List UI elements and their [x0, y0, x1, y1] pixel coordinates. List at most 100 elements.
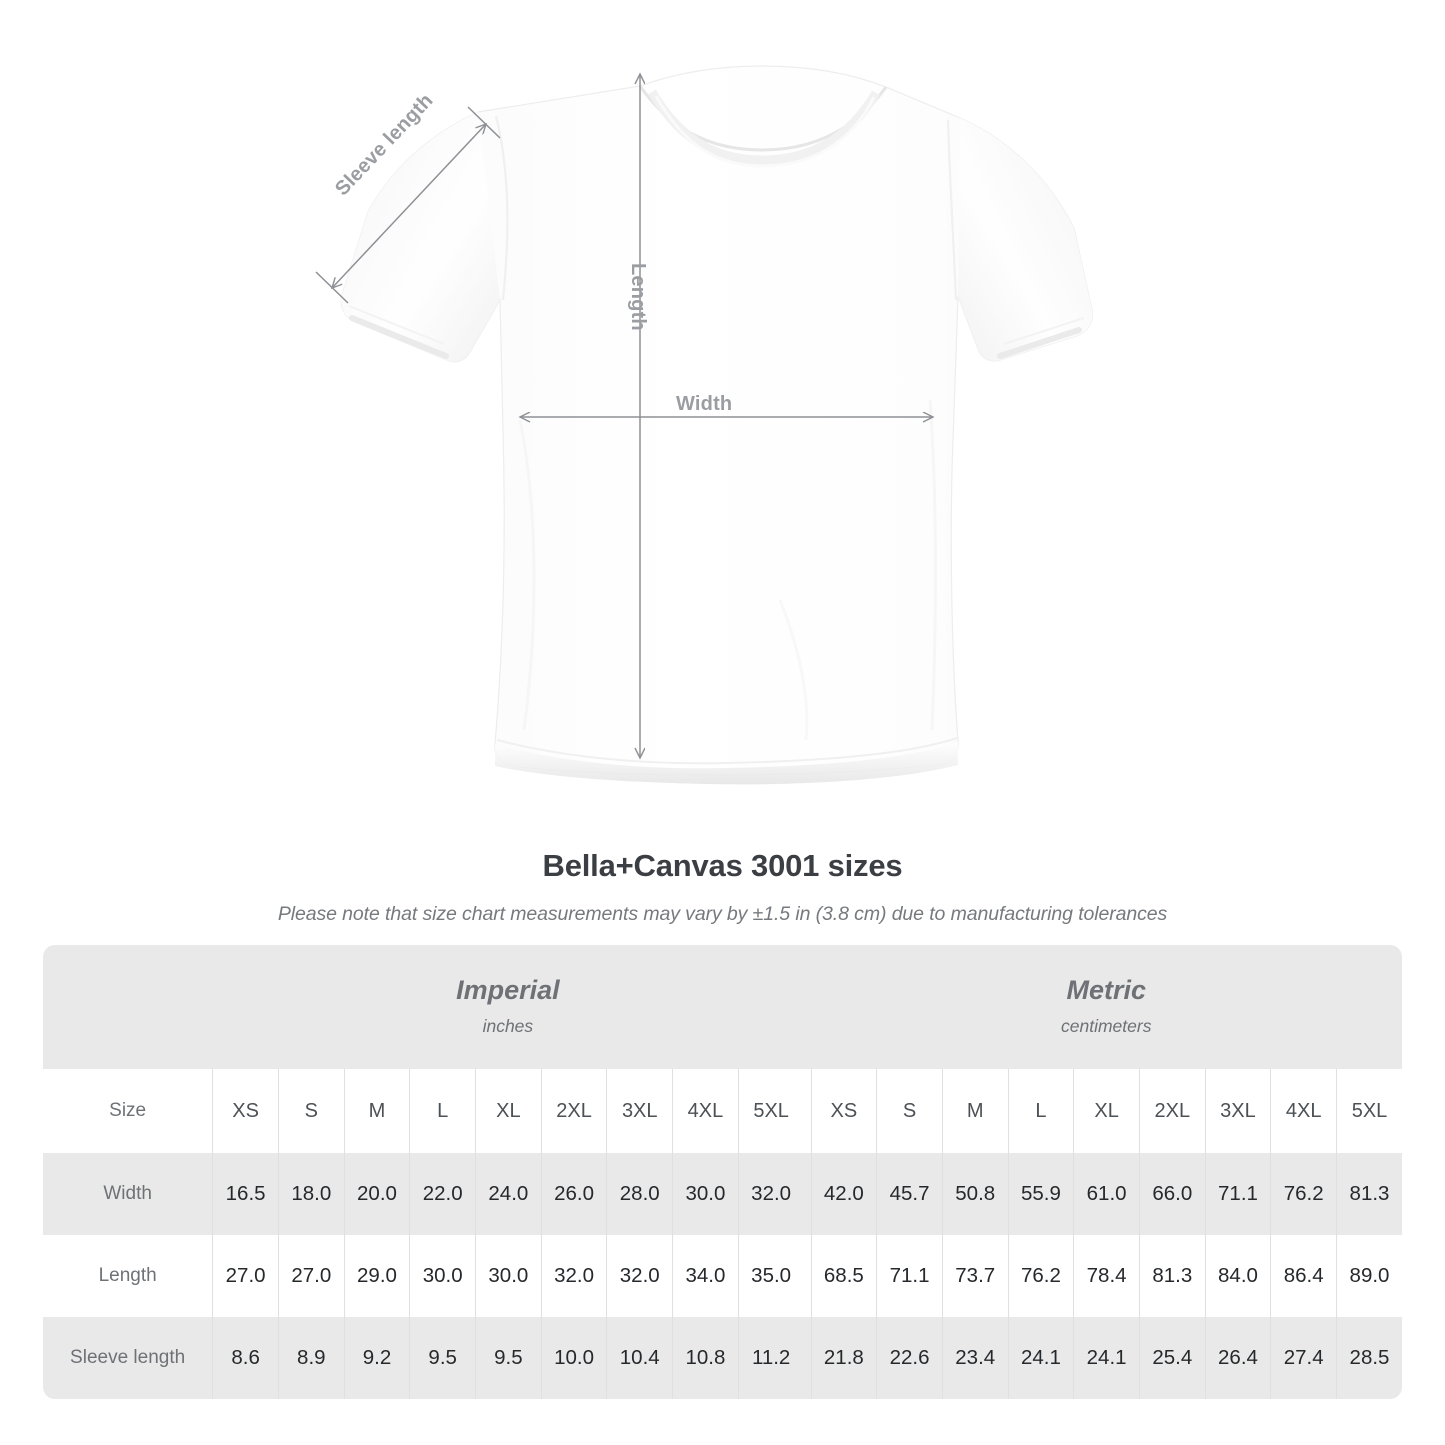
- cell-width-imperial-xs: 16.5: [212, 1153, 278, 1235]
- cell-sleeve-imperial-xl: 9.5: [475, 1317, 541, 1399]
- cell-width-imperial-s: 18.0: [277, 1153, 344, 1235]
- unit-group-metric: Metric centimeters: [810, 945, 1402, 1069]
- cell-sleeve-imperial-4xl: 10.8: [672, 1317, 738, 1399]
- cell-sleeve-metric-s: 22.6: [876, 1317, 942, 1399]
- cell-width-metric-3xl: 71.1: [1204, 1153, 1271, 1235]
- section-gap: [803, 1235, 811, 1317]
- cell-length-metric-xl: 78.4: [1073, 1235, 1139, 1317]
- row-header-size: Size: [43, 1069, 213, 1153]
- col-header-metric-s: S: [876, 1069, 942, 1153]
- cell-length-imperial-s: 27.0: [277, 1235, 344, 1317]
- page-title: Bella+Canvas 3001 sizes: [542, 848, 903, 883]
- cell-length-imperial-5xl: 35.0: [737, 1235, 804, 1317]
- cell-sleeve-imperial-s: 8.9: [277, 1317, 344, 1399]
- cell-sleeve-imperial-3xl: 10.4: [606, 1317, 673, 1399]
- cell-sleeve-metric-2xl: 25.4: [1138, 1317, 1205, 1399]
- col-header-metric-xs: XS: [810, 1069, 877, 1153]
- cell-length-metric-2xl: 81.3: [1138, 1235, 1205, 1317]
- banner-spacer-left: [43, 945, 213, 1069]
- size-header-row: Size XS S M L XL 2XL 3XL 4XL 5XL XS S M …: [43, 1069, 1402, 1153]
- unit-name-metric: Metric: [1066, 975, 1147, 1005]
- col-header-imperial-l: L: [409, 1069, 476, 1153]
- size-chart-table-wrap: Imperial inches Metric centimeters Size …: [43, 945, 1402, 1399]
- col-header-metric-2xl: 2XL: [1138, 1069, 1205, 1153]
- col-header-imperial-3xl: 3XL: [606, 1069, 673, 1153]
- cell-width-imperial-2xl: 26.0: [540, 1153, 607, 1235]
- cell-width-imperial-l: 22.0: [409, 1153, 476, 1235]
- title-block: Bella+Canvas 3001 sizes Please note that…: [0, 838, 1445, 926]
- cell-length-imperial-3xl: 32.0: [606, 1235, 673, 1317]
- cell-length-imperial-l: 30.0: [409, 1235, 476, 1317]
- cell-sleeve-metric-l: 24.1: [1007, 1317, 1074, 1399]
- sleeve-tick-top: [467, 106, 501, 139]
- cell-sleeve-metric-xs: 21.8: [810, 1317, 877, 1399]
- cell-width-metric-2xl: 66.0: [1138, 1153, 1205, 1235]
- row-label-length: Length: [43, 1235, 213, 1317]
- sleeve-tick-bottom: [315, 271, 349, 304]
- tshirt-diagram: Sleeve length Length Width: [315, 65, 1093, 785]
- cell-width-imperial-xl: 24.0: [475, 1153, 541, 1235]
- unit-sub-imperial: inches: [482, 1016, 534, 1036]
- size-chart-table: Imperial inches Metric centimeters Size …: [43, 945, 1402, 1399]
- cell-sleeve-metric-xl: 24.1: [1073, 1317, 1139, 1399]
- section-gap: [803, 1069, 811, 1153]
- col-header-metric-3xl: 3XL: [1204, 1069, 1271, 1153]
- table-row: Sleeve length 8.6 8.9 9.2 9.5 9.5 10.0 1…: [43, 1317, 1402, 1399]
- row-label-sleeve-length: Sleeve length: [43, 1317, 213, 1399]
- cell-length-imperial-m: 29.0: [343, 1235, 410, 1317]
- cell-sleeve-metric-3xl: 26.4: [1204, 1317, 1271, 1399]
- cell-width-metric-xl: 61.0: [1073, 1153, 1139, 1235]
- length-label: Length: [627, 263, 649, 331]
- cell-length-imperial-2xl: 32.0: [540, 1235, 607, 1317]
- col-header-imperial-xs: XS: [212, 1069, 278, 1153]
- banner-gap: [803, 945, 811, 1069]
- unit-group-imperial: Imperial inches: [212, 945, 804, 1069]
- col-header-metric-xl: XL: [1073, 1069, 1139, 1153]
- section-gap: [803, 1153, 811, 1235]
- col-header-metric-l: L: [1007, 1069, 1074, 1153]
- cell-sleeve-imperial-5xl: 11.2: [737, 1317, 804, 1399]
- cell-width-imperial-4xl: 30.0: [672, 1153, 738, 1235]
- col-header-metric-m: M: [941, 1069, 1008, 1153]
- col-header-imperial-5xl: 5XL: [737, 1069, 804, 1153]
- table-row: Length 27.0 27.0 29.0 30.0 30.0 32.0 32.…: [43, 1235, 1402, 1317]
- cell-width-metric-s: 45.7: [876, 1153, 942, 1235]
- width-label: Width: [676, 393, 733, 415]
- cell-width-metric-4xl: 76.2: [1270, 1153, 1336, 1235]
- tolerance-note: Please note that size chart measurements…: [277, 903, 1168, 925]
- cell-width-metric-l: 55.9: [1007, 1153, 1074, 1235]
- col-header-imperial-4xl: 4XL: [672, 1069, 738, 1153]
- row-label-width: Width: [43, 1153, 213, 1235]
- unit-sub-metric: centimeters: [1061, 1016, 1152, 1036]
- cell-length-imperial-xs: 27.0: [212, 1235, 278, 1317]
- cell-sleeve-imperial-xs: 8.6: [212, 1317, 278, 1399]
- sleeve-length-arrow: [332, 124, 486, 288]
- cell-sleeve-metric-5xl: 28.5: [1336, 1317, 1402, 1399]
- cell-sleeve-metric-m: 23.4: [941, 1317, 1008, 1399]
- cell-length-metric-3xl: 84.0: [1204, 1235, 1271, 1317]
- cell-length-imperial-4xl: 34.0: [672, 1235, 738, 1317]
- cell-length-metric-l: 76.2: [1007, 1235, 1074, 1317]
- table-row: Width 16.5 18.0 20.0 22.0 24.0 26.0 28.0…: [43, 1153, 1402, 1235]
- cell-length-metric-xs: 68.5: [810, 1235, 877, 1317]
- unit-banner-row: Imperial inches Metric centimeters: [43, 945, 1402, 1069]
- tshirt-illustration: [315, 65, 1093, 785]
- unit-name-imperial: Imperial: [456, 975, 560, 1005]
- col-header-imperial-s: S: [277, 1069, 344, 1153]
- cell-width-metric-m: 50.8: [941, 1153, 1008, 1235]
- cell-length-metric-4xl: 86.4: [1270, 1235, 1336, 1317]
- cell-width-metric-xs: 42.0: [810, 1153, 877, 1235]
- cell-length-metric-5xl: 89.0: [1336, 1235, 1402, 1317]
- cell-width-metric-5xl: 81.3: [1336, 1153, 1402, 1235]
- col-header-metric-5xl: 5XL: [1336, 1069, 1402, 1153]
- cell-sleeve-imperial-l: 9.5: [409, 1317, 476, 1399]
- col-header-imperial-m: M: [343, 1069, 410, 1153]
- shirt-body: [340, 65, 1093, 785]
- cell-length-metric-m: 73.7: [941, 1235, 1008, 1317]
- cell-width-imperial-5xl: 32.0: [737, 1153, 804, 1235]
- cell-sleeve-metric-4xl: 27.4: [1270, 1317, 1336, 1399]
- cell-sleeve-imperial-m: 9.2: [343, 1317, 410, 1399]
- col-header-imperial-2xl: 2XL: [540, 1069, 607, 1153]
- measurement-arrows: [315, 74, 933, 758]
- cell-length-metric-s: 71.1: [876, 1235, 942, 1317]
